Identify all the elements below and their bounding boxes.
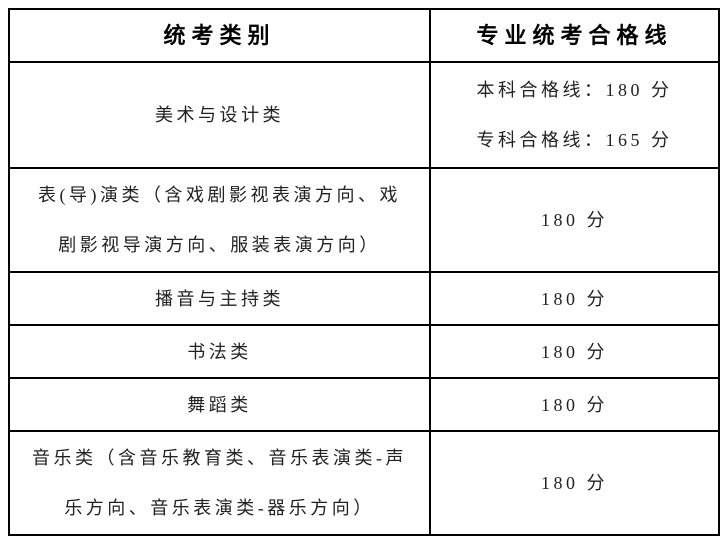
score-text: 180 分	[541, 341, 608, 362]
category-cell-dance: 舞蹈类	[10, 379, 431, 432]
category-cell-art-design: 美术与设计类	[10, 63, 431, 169]
score-cell-music: 180 分	[431, 432, 718, 534]
score-cell-broadcasting: 180 分	[431, 273, 718, 326]
category-text: 美术与设计类	[155, 105, 284, 125]
score-text: 180 分	[541, 394, 608, 415]
category-cell-calligraphy: 书法类	[10, 326, 431, 379]
score-cell-dance: 180 分	[431, 379, 718, 432]
header-category-label: 统考类别	[163, 23, 276, 48]
category-cell-broadcasting: 播音与主持类	[10, 273, 431, 326]
header-cell-pass-line: 专业统考合格线	[431, 10, 718, 63]
category-text-line1: 表(导)演类（含戏剧影视表演方向、戏	[38, 185, 401, 205]
category-text: 舞蹈类	[187, 394, 252, 415]
category-text: 播音与主持类	[155, 288, 284, 309]
category-cell-music: 音乐类（含音乐教育类、音乐表演类-声 乐方向、音乐表演类-器乐方向）	[10, 432, 431, 534]
category-text-line2: 乐方向、音乐表演类-器乐方向）	[64, 498, 375, 518]
score-cell-calligraphy: 180 分	[431, 326, 718, 379]
score-cell-performance: 180 分	[431, 169, 718, 273]
score-text: 180 分	[541, 210, 608, 230]
category-text: 书法类	[187, 341, 252, 362]
score-text-college: 专科合格线：165 分	[476, 130, 673, 150]
category-cell-performance: 表(导)演类（含戏剧影视表演方向、戏 剧影视导演方向、服装表演方向）	[10, 169, 431, 273]
score-text: 180 分	[541, 473, 608, 493]
category-text-line1: 音乐类（含音乐教育类、音乐表演类-声	[32, 448, 407, 468]
category-text-line2: 剧影视导演方向、服装表演方向）	[58, 235, 381, 255]
pass-line-table: 统考类别 专业统考合格线 美术与设计类 本科合格线：180 分 专科合格线：16…	[8, 8, 720, 536]
header-cell-category: 统考类别	[10, 10, 431, 63]
score-cell-art-design: 本科合格线：180 分 专科合格线：165 分	[431, 63, 718, 169]
score-text-undergraduate: 本科合格线：180 分	[476, 80, 673, 100]
score-text: 180 分	[541, 288, 608, 309]
header-pass-line-label: 专业统考合格线	[476, 23, 673, 48]
